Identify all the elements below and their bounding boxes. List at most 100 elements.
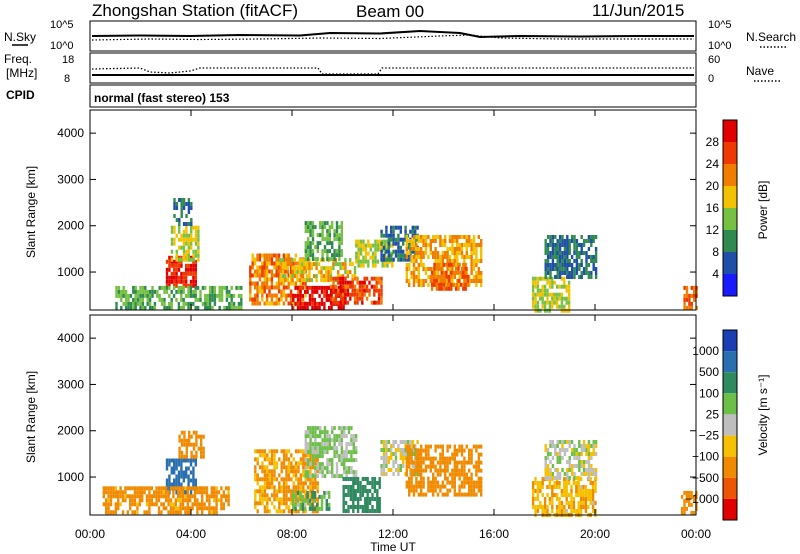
- freq-label-2: [MHz]: [6, 66, 37, 80]
- power-cell: [279, 278, 282, 283]
- velocity-cell: [480, 452, 483, 457]
- power-cell: [456, 255, 459, 259]
- velocity-cell: [405, 464, 408, 469]
- velocity-cell: [536, 481, 540, 485]
- velocity-cell: [465, 472, 468, 477]
- power-cell: [282, 281, 286, 286]
- velocity-cell: [399, 464, 402, 468]
- power-cell: [289, 269, 293, 274]
- power-cell: [435, 286, 439, 291]
- velocity-cell: [361, 509, 365, 513]
- power-cell: [189, 279, 193, 284]
- power-cell: [451, 247, 454, 251]
- velocity-cell: [404, 440, 407, 444]
- power-cell: [173, 283, 176, 288]
- power-cell: [362, 263, 365, 268]
- power-cell: [170, 289, 173, 294]
- velocity-cell: [294, 509, 298, 514]
- power-cell: [341, 266, 345, 271]
- velocity-cell: [290, 469, 293, 474]
- velocity-cell: [380, 440, 383, 444]
- power-cell: [228, 301, 231, 306]
- velocity-cell: [361, 485, 365, 489]
- power-cell: [549, 263, 552, 267]
- power-cell: [386, 255, 389, 260]
- power-cell: [477, 267, 480, 271]
- velocity-cell: [439, 464, 442, 469]
- power-cell: [153, 305, 157, 310]
- power-colorbar-swatch: [723, 186, 737, 208]
- velocity-cell: [304, 446, 307, 451]
- power-cell: [375, 284, 378, 289]
- power-cell: [373, 288, 376, 293]
- power-cell: [277, 273, 281, 278]
- velocity-cell: [198, 506, 201, 511]
- velocity-cell: [594, 440, 598, 444]
- power-cell: [368, 280, 371, 285]
- power-cell: [362, 239, 365, 244]
- velocity-cell: [582, 501, 585, 505]
- velocity-cell: [309, 453, 312, 458]
- power-cell: [556, 243, 559, 247]
- velocity-cell: [201, 506, 204, 511]
- velocity-cell: [340, 434, 343, 439]
- velocity-cell: [546, 468, 550, 472]
- power-cell: [399, 245, 402, 250]
- velocity-cell: [215, 490, 218, 495]
- velocity-cell: [352, 501, 355, 505]
- power-cell: [536, 292, 540, 297]
- nsky-panel-frame: [89, 20, 697, 52]
- velocity-cell: [162, 502, 165, 507]
- velocity-colorbar-swatch: [723, 414, 737, 436]
- power-cell: [307, 221, 310, 226]
- velocity-cell: [582, 472, 586, 476]
- power-cell: [173, 263, 176, 268]
- velocity-cell: [333, 474, 336, 479]
- velocity-cell: [404, 452, 407, 456]
- power-cell: [268, 293, 271, 298]
- power-cell: [358, 280, 362, 285]
- velocity-cell: [189, 494, 192, 499]
- velocity-cell: [311, 446, 315, 451]
- velocity-cell: [338, 442, 341, 447]
- power-cell: [563, 267, 567, 271]
- velocity-cell: [186, 494, 189, 499]
- velocity-cell: [119, 486, 122, 491]
- velocity-cell: [210, 486, 213, 491]
- power-cell: [309, 221, 312, 226]
- velocity-cell: [436, 468, 440, 473]
- power-cell: [561, 243, 564, 247]
- power-cell: [139, 301, 142, 306]
- velocity-cell: [117, 494, 120, 499]
- power-cell: [132, 301, 135, 306]
- velocity-cell: [299, 461, 303, 466]
- power-cell: [456, 251, 459, 255]
- power-cell: [368, 288, 371, 293]
- power-cell: [320, 274, 323, 279]
- power-cell: [560, 296, 564, 301]
- velocity-cell: [309, 442, 312, 447]
- velocity-cell: [394, 448, 398, 452]
- power-cell: [351, 278, 354, 283]
- power-cell: [359, 243, 363, 248]
- velocity-cell: [439, 456, 442, 461]
- velocity-cell: [404, 444, 407, 448]
- power-cell: [304, 301, 307, 306]
- velocity-cell: [109, 494, 113, 499]
- nsearch-label: N.Search: [746, 30, 796, 44]
- power-cell: [480, 251, 483, 255]
- velocity-cell: [349, 489, 353, 493]
- velocity-cell: [282, 453, 286, 458]
- power-cell: [344, 292, 347, 297]
- power-cell: [256, 253, 259, 258]
- power-cell: [206, 305, 209, 310]
- power-cell: [249, 273, 252, 278]
- power-cell: [294, 253, 298, 258]
- power-cell: [141, 297, 145, 302]
- velocity-cell: [543, 509, 547, 513]
- velocity-cell: [409, 444, 412, 448]
- velocity-cell: [169, 486, 173, 491]
- velocity-cell: [587, 440, 591, 444]
- power-cell: [334, 296, 338, 301]
- velocity-cell: [105, 502, 108, 507]
